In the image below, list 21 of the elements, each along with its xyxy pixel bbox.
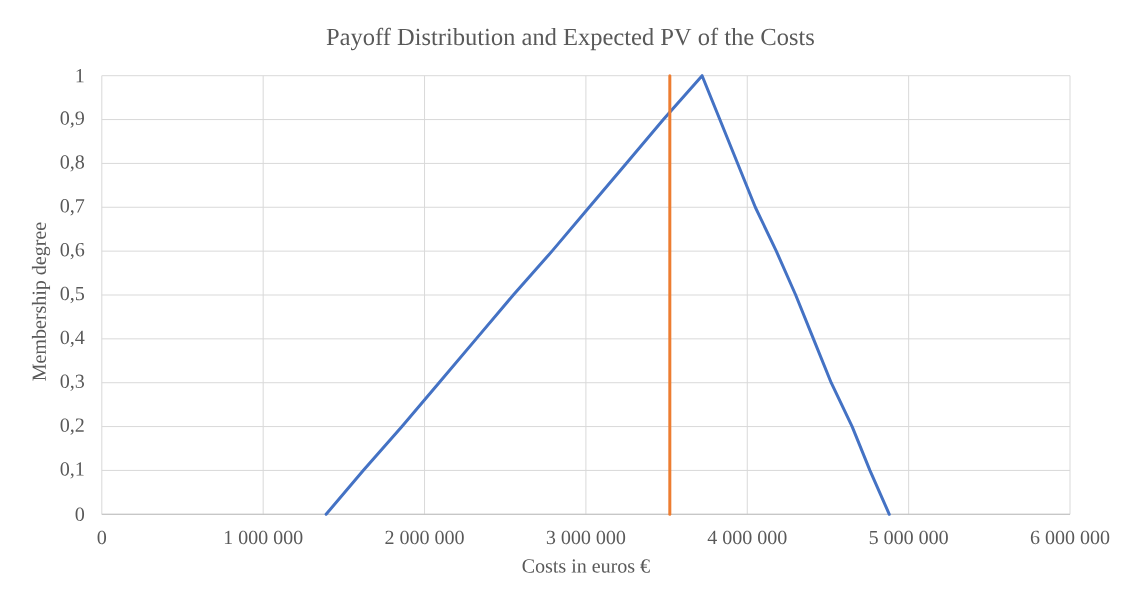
x-tick-label: 6 000 000 xyxy=(1030,530,1110,545)
y-tick-label: 0 xyxy=(75,507,85,522)
y-tick-label: 0,8 xyxy=(60,155,85,172)
x-tick-label: 3 000 000 xyxy=(546,530,626,545)
y-axis-title: Membership degree xyxy=(31,222,51,381)
y-tick-label: 0,3 xyxy=(60,374,85,391)
x-tick-label: 2 000 000 xyxy=(385,530,464,545)
y-tick-label: 1 xyxy=(76,69,84,83)
y-tick-label: 0,5 xyxy=(60,286,85,304)
x-tick-label: 5 000 000 xyxy=(869,530,948,545)
y-tick-label: 0,2 xyxy=(60,418,84,435)
y-tick-label: 0,9 xyxy=(60,111,84,128)
x-tick-label: 4 000 000 xyxy=(707,530,787,545)
x-axis-title: Costs in euros € xyxy=(522,559,650,573)
y-tick-label: 0,4 xyxy=(60,330,85,348)
x-tick-label: 0 xyxy=(97,530,107,545)
y-tick-label: 0,6 xyxy=(60,242,85,260)
y-tick-label: 0,7 xyxy=(60,199,85,216)
y-tick-label: 0,1 xyxy=(60,462,84,479)
x-tick-label: 1 000 000 xyxy=(224,530,303,545)
chart-title: Payoff Distribution and Expected PV of the Costs xyxy=(326,27,814,51)
